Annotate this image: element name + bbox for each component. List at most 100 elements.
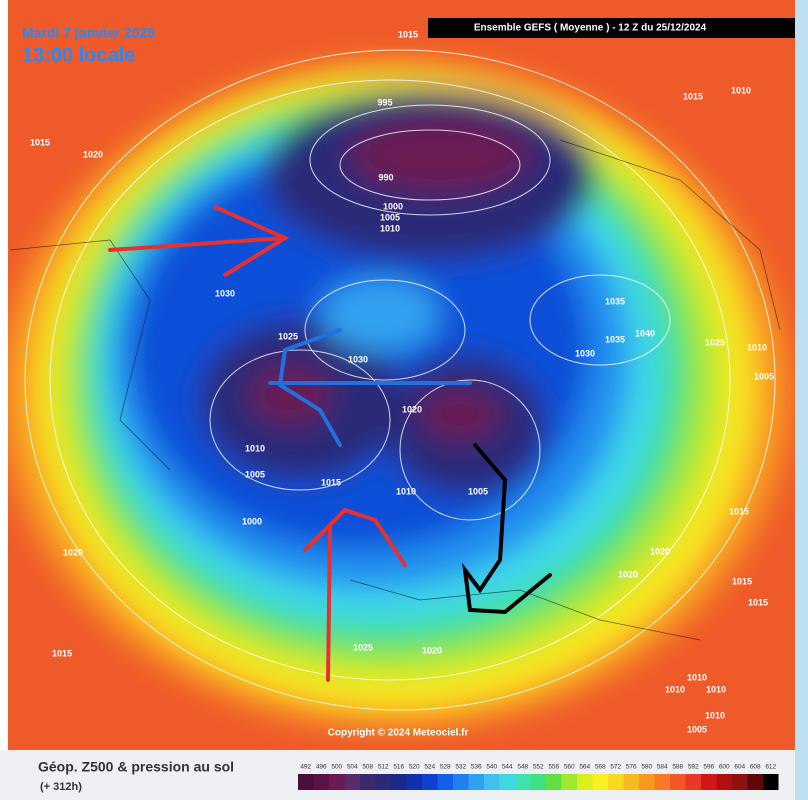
colorbar-swatch (608, 774, 624, 790)
copyright: Copyright © 2024 Meteociel.fr (328, 728, 469, 739)
colorbar-label: 564 (579, 764, 590, 771)
colorbar-swatch (422, 774, 438, 790)
colorbar-swatch (623, 774, 639, 790)
pressure-label: 1005 (245, 469, 265, 479)
pressure-label: 1020 (422, 645, 442, 655)
colorbar-swatch (716, 774, 732, 790)
colorbar-label: 528 (440, 764, 451, 771)
pressure-label: 1005 (687, 724, 707, 734)
pressure-label: 1005 (754, 371, 774, 381)
colorbar-label: 492 (300, 764, 311, 771)
pressure-label: 1010 (731, 85, 751, 95)
colorbar-swatch (344, 774, 360, 790)
colorbar-swatch (732, 774, 748, 790)
pressure-label: 1020 (618, 569, 638, 579)
colorbar-label: 584 (657, 764, 668, 771)
date: Mardi 7 janvier 2025 (22, 25, 155, 41)
colorbar-swatch (329, 774, 345, 790)
pressure-label: 1020 (63, 547, 83, 557)
pressure-label: 995 (377, 97, 392, 107)
colorbar-swatch (468, 774, 484, 790)
colorbar-label: 572 (610, 764, 621, 771)
pressure-label: 1025 (278, 331, 298, 341)
colorbar-label: 608 (750, 764, 761, 771)
colorbar-label: 600 (719, 764, 730, 771)
colorbar-label: 524 (424, 764, 435, 771)
footer-title: Géop. Z500 & pression au sol (38, 759, 234, 775)
colorbar-label: 576 (626, 764, 637, 771)
pressure-label: 1010 (380, 223, 400, 233)
pressure-label: 1035 (605, 296, 625, 306)
colorbar-swatch (530, 774, 546, 790)
pressure-label: 1000 (242, 516, 262, 526)
pressure-label: 1015 (729, 506, 749, 516)
pressure-label: 1015 (398, 29, 418, 39)
pressure-label: 1035 (605, 334, 625, 344)
colorbar-label: 592 (688, 764, 699, 771)
colorbar-label: 536 (471, 764, 482, 771)
run-box (428, 18, 795, 38)
colorbar-label: 596 (703, 764, 714, 771)
colorbar-label: 560 (564, 764, 575, 771)
pressure-label: 1030 (215, 288, 235, 298)
colorbar-swatch (298, 774, 314, 790)
footer-lead: (+ 312h) (40, 781, 82, 793)
colorbar-label: 604 (734, 764, 745, 771)
colorbar-label: 496 (316, 764, 327, 771)
colorbar-swatch (685, 774, 701, 790)
run: Ensemble GEFS ( Moyenne ) - 12 Z du 25/1… (474, 23, 707, 34)
colorbar-swatch (360, 774, 376, 790)
colorbar-swatch (391, 774, 407, 790)
pressure-label: 1010 (747, 342, 767, 352)
pressure-label: 1005 (380, 212, 400, 222)
pressure-label: 1020 (402, 404, 422, 414)
colorbar-label: 516 (393, 764, 404, 771)
colorbar-swatch (654, 774, 670, 790)
colorbar-swatch (313, 774, 329, 790)
colorbar: 492 496 500 504 508 512 516 520 524 528 532 536 540 5… (298, 764, 779, 790)
colorbar-label: 512 (378, 764, 389, 771)
colorbar-label: 508 (362, 764, 373, 771)
time: 13:00 locale (22, 44, 135, 66)
colorbar-swatch (406, 774, 422, 790)
colorbar-label: 520 (409, 764, 420, 771)
colorbar-label: 548 (517, 764, 528, 771)
colorbar-swatch (546, 774, 562, 790)
colorbar-label: 532 (455, 764, 466, 771)
colorbar-swatch (375, 774, 391, 790)
pressure-label: 1025 (705, 337, 725, 347)
colorbar-swatch (577, 774, 593, 790)
pressure-label: 1010 (687, 672, 707, 682)
pressure-label: 1010 (396, 486, 416, 496)
pressure-label: 990 (378, 172, 393, 182)
colorbar-swatch (499, 774, 515, 790)
colorbar-label: 556 (548, 764, 559, 771)
colorbar-swatch (453, 774, 469, 790)
colorbar-swatch (763, 774, 779, 790)
pressure-label: 1015 (30, 137, 50, 147)
colorbar-label: 504 (347, 764, 358, 771)
colorbar-label: 612 (765, 764, 776, 771)
colorbar-label: 568 (595, 764, 606, 771)
pressure-label: 1030 (348, 354, 368, 364)
pressure-label: 1010 (665, 684, 685, 694)
pressure-label: 1020 (83, 149, 103, 159)
colorbar-swatch (437, 774, 453, 790)
pressure-label: 1010 (705, 710, 725, 720)
colorbar-label: 588 (672, 764, 683, 771)
colorbar-label: 544 (502, 764, 513, 771)
pressure-label: 1005 (468, 486, 488, 496)
pressure-label: 1040 (635, 328, 655, 338)
colorbar-swatch (747, 774, 763, 790)
colorbar-swatch (701, 774, 717, 790)
colorbar-label: 500 (331, 764, 342, 771)
pressure-label: 1030 (575, 348, 595, 358)
colorbar-label: 540 (486, 764, 497, 771)
colorbar-swatch (484, 774, 500, 790)
pressure-label: 1015 (321, 477, 341, 487)
pressure-label: 1010 (706, 684, 726, 694)
pressure-label: 1025 (353, 642, 373, 652)
pressure-label: 1020 (650, 546, 670, 556)
colorbar-swatch (592, 774, 608, 790)
